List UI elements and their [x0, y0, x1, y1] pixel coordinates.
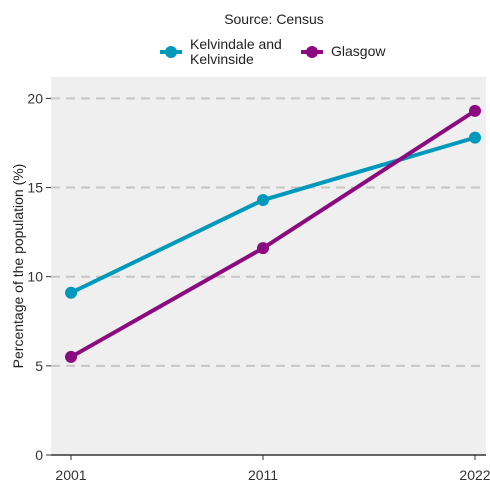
x-axis: 2001 2011 2022 [51, 454, 490, 483]
legend-label: Glasgow [331, 43, 386, 59]
data-point [65, 350, 77, 363]
y-tick-label: 15 [27, 180, 43, 196]
legend-label: Kelvindale and [190, 36, 282, 52]
gridlines [51, 97, 486, 367]
y-tick-label: 20 [27, 90, 43, 106]
y-axis-label: Percentage of the population (%) [10, 164, 26, 369]
plot-area [51, 77, 486, 455]
legend-label: Kelvinside [190, 51, 254, 67]
data-point [469, 104, 481, 117]
series-group [65, 104, 481, 363]
x-tick-label: 2022 [459, 467, 490, 483]
y-axis: 0 5 10 15 20 [27, 90, 51, 463]
data-point [65, 286, 77, 299]
y-tick-label: 0 [35, 447, 43, 463]
data-point [257, 242, 269, 255]
data-point [257, 194, 269, 207]
data-point [469, 131, 481, 144]
x-tick-label: 2011 [248, 467, 278, 483]
legend-marker [165, 46, 177, 58]
chart-subtitle: Source: Census [224, 11, 324, 27]
y-tick-label: 5 [35, 358, 43, 374]
x-tick-label: 2001 [55, 467, 86, 483]
legend-marker [306, 46, 318, 58]
y-tick-label: 10 [27, 269, 43, 285]
